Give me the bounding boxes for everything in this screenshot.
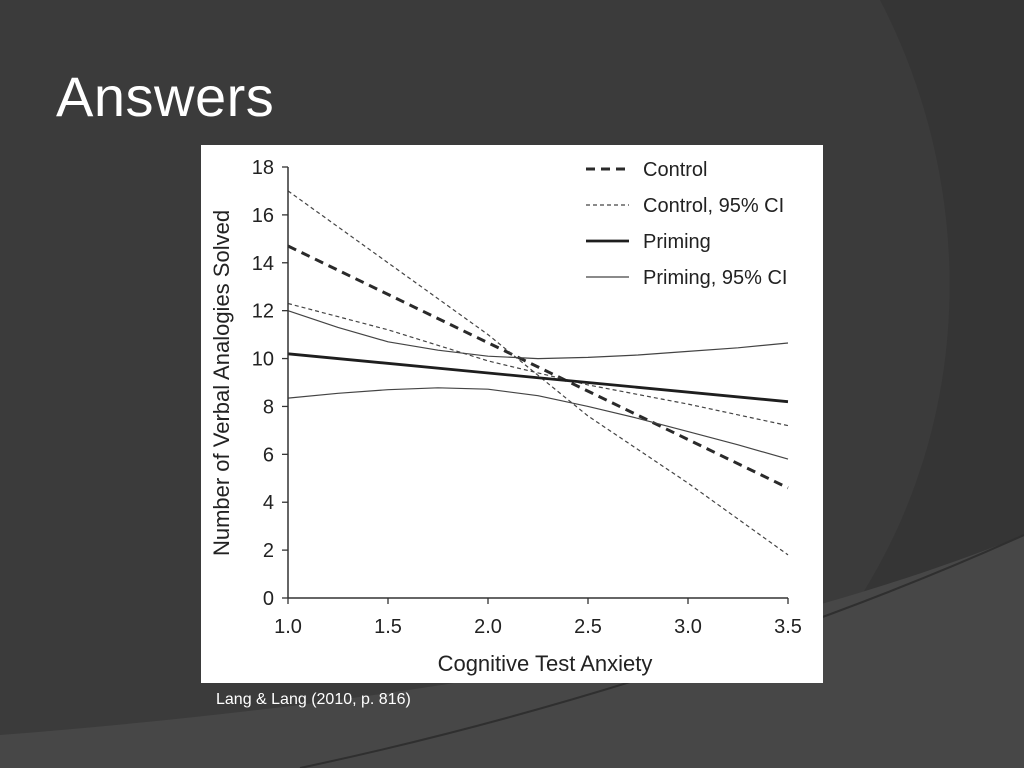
y-tick-label: 10 [252, 349, 274, 371]
y-tick-label: 12 [252, 301, 274, 323]
citation: Lang & Lang (2010, p. 816) [216, 691, 411, 708]
legend-label-priming-95-ci: Priming, 95% CI [643, 267, 788, 289]
legend: Control Control, 95% CI Priming Priming, 95… [586, 159, 788, 289]
legend-label-priming: Priming [643, 231, 711, 253]
y-tick-label: 18 [252, 157, 274, 179]
legend-label-control: Control [643, 159, 707, 181]
line-chart: 0 2 4 6 8 10 12 14 16 18 1.0 1.5 2.0 2.5 3.0 3.5 Cogni… [209, 157, 802, 676]
slide-title: Answers [56, 65, 275, 128]
y-axis-label: Number of Verbal Analogies Solved [209, 210, 234, 556]
y-tick-label: 8 [263, 396, 274, 418]
x-tick-label: 3.0 [674, 616, 702, 638]
series-line-priming-95-ci-4 [287, 310, 789, 360]
y-tick-label: 16 [252, 205, 274, 227]
series-line-control-95-ci-1 [287, 190, 789, 556]
y-tick-label: 4 [263, 492, 274, 514]
x-tick-label: 2.0 [474, 616, 502, 638]
x-axis-label: Cognitive Test Anxiety [438, 651, 653, 676]
series-line-control-0 [287, 244, 789, 490]
x-tick-label: 3.5 [774, 616, 802, 638]
x-tick-label: 2.5 [574, 616, 602, 638]
series-line-priming-95-ci-5 [287, 387, 789, 460]
y-tick-label: 0 [263, 588, 274, 610]
series-line-control-95-ci-2 [287, 302, 789, 427]
x-tick-label: 1.0 [274, 616, 302, 638]
y-tick-label: 14 [252, 253, 274, 275]
legend-label-control-95-ci: Control, 95% CI [643, 195, 784, 217]
figure-panel: 0 2 4 6 8 10 12 14 16 18 1.0 1.5 2.0 2.5 3.0 3.5 Cogni… [201, 145, 823, 683]
x-tick-label: 1.5 [374, 616, 402, 638]
series-line-priming-3 [287, 352, 789, 404]
y-tick-label: 2 [263, 540, 274, 562]
y-tick-label: 6 [263, 444, 274, 466]
